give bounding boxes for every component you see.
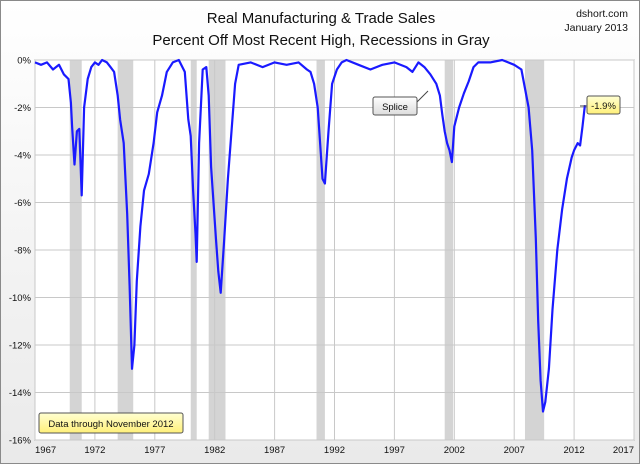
latest-value-callout: -1.9% [580, 95, 621, 115]
y-tick-label: -14% [9, 388, 32, 399]
x-tick-label: 2002 [444, 445, 465, 456]
source-date: January 2013 [564, 22, 628, 34]
y-tick-label: -4% [14, 151, 31, 162]
y-tick-label: -8% [14, 246, 31, 257]
y-tick-label: -10% [9, 293, 32, 304]
series-line [34, 58, 586, 413]
x-tick-label: 1967 [35, 445, 56, 456]
chart-subtitle: Percent Off Most Recent High, Recessions… [152, 32, 490, 49]
x-tick-label: 2007 [504, 445, 525, 456]
source-label: dshort.com [576, 8, 628, 20]
data-through-box: Data through November 2012 [38, 412, 184, 434]
grid-lines [34, 59, 635, 441]
x-tick-label: 1987 [264, 445, 285, 456]
x-tick-label: 1992 [324, 445, 345, 456]
y-tick-label: -2% [14, 103, 31, 114]
x-tick-label: 1977 [144, 445, 165, 456]
y-tick-label: -6% [14, 198, 31, 209]
splice-label: Splice [382, 102, 408, 113]
x-axis: 1967 1972 1977 1982 1987 1992 1997 2002 2007 2012… [35, 445, 634, 456]
data-through-label: Data through November 2012 [48, 419, 173, 430]
y-tick-label: -12% [9, 341, 32, 352]
splice-callout: Splice [372, 90, 429, 116]
y-tick-label: 0% [17, 56, 31, 67]
latest-value-label: -1.9% [591, 101, 616, 112]
y-tick-label: -16% [9, 436, 32, 447]
x-tick-label: 1972 [84, 445, 105, 456]
chart-title: Real Manufacturing & Trade Sales [207, 10, 435, 27]
y-axis: 0% -2% -4% -6% -8% -10% -12% -14% -16% [9, 56, 32, 447]
x-tick-label: 1982 [204, 445, 225, 456]
x-tick-label: 2012 [564, 445, 585, 456]
x-tick-label: 2017 [613, 445, 634, 456]
x-tick-label: 1997 [384, 445, 405, 456]
